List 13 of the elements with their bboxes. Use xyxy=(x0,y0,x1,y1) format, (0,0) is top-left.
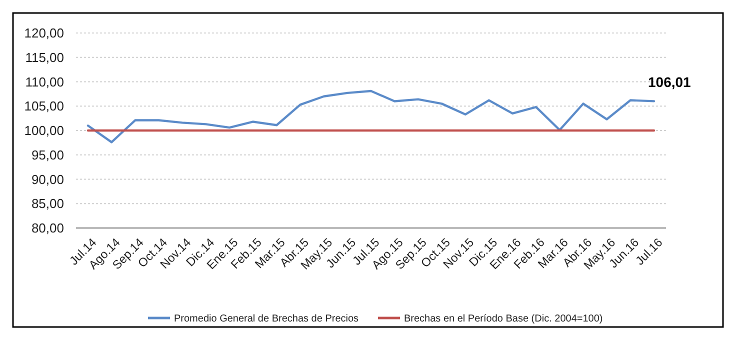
y-tick-label: 90,00 xyxy=(31,172,64,187)
y-tick-label: 95,00 xyxy=(31,147,64,162)
legend-label: Brechas en el Período Base (Dic. 2004=100) xyxy=(404,314,603,324)
data-label: 106,01 xyxy=(648,74,692,90)
line-series xyxy=(86,90,656,144)
y-tick-label: 115,00 xyxy=(25,50,64,65)
legend-label: Promedio General de Brechas de Precios xyxy=(174,314,359,324)
y-tick-label: 105,00 xyxy=(24,98,64,114)
y-tick-label: 100,00 xyxy=(24,123,64,138)
y-tick-label: 85,00 xyxy=(31,196,64,212)
y-tick-label: 110,00 xyxy=(25,74,64,90)
y-tick-label: 120,00 xyxy=(24,26,64,41)
y-tick-label: 80,00 xyxy=(31,220,64,236)
